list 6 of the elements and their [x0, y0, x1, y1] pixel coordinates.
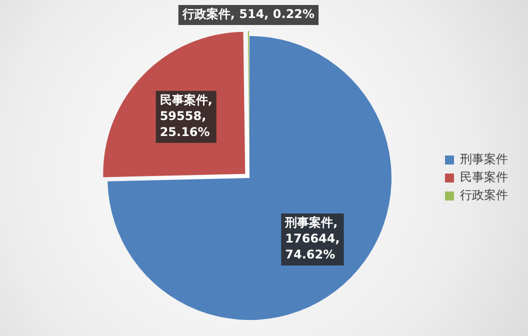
legend-label: 行政案件	[460, 188, 508, 202]
legend-label: 民事案件	[460, 170, 508, 184]
legend-label: 刑事案件	[460, 152, 508, 166]
data-label: 行政案件, 514, 0.22%	[181, 7, 315, 22]
data-label: 民事案件, 59558, 25.16%	[160, 93, 212, 140]
data-label: 刑事案件, 176644, 74.62%	[284, 216, 340, 262]
